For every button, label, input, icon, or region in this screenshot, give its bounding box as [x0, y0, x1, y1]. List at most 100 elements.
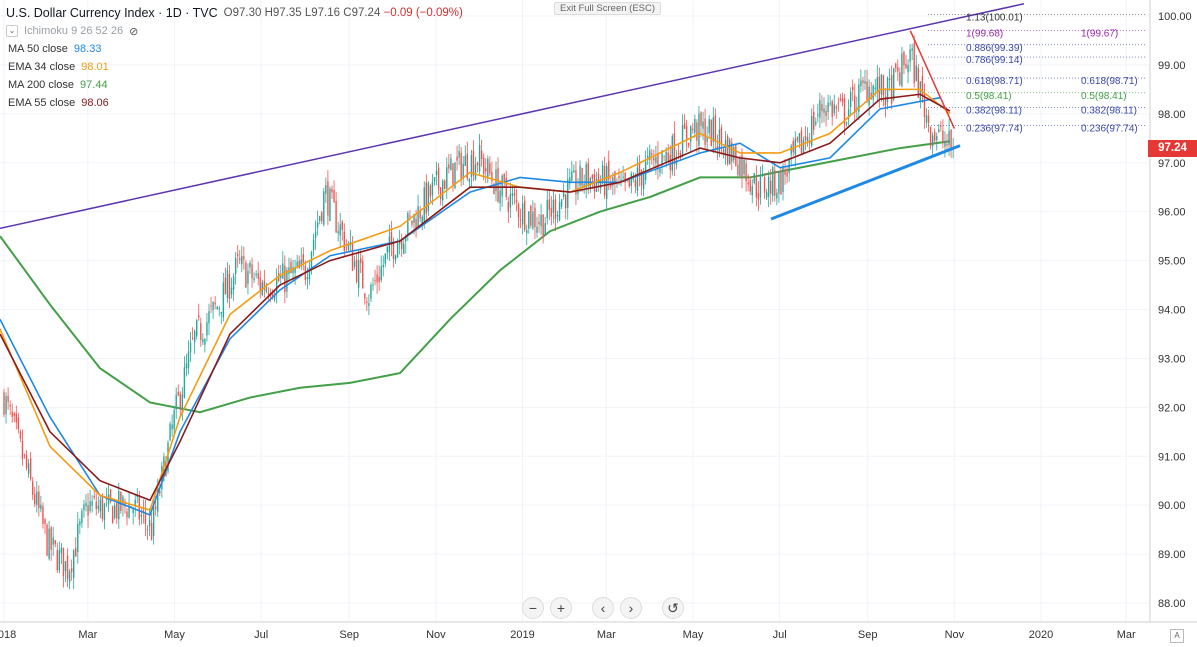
indicator-ma50[interactable]: MA 50 close 98.33: [6, 40, 463, 58]
candle-body: [888, 78, 891, 81]
candle-body: [99, 499, 102, 512]
candle-body: [403, 243, 405, 254]
candle-body: [454, 162, 456, 189]
candle-body: [778, 171, 780, 194]
candle-body: [308, 267, 311, 280]
symbol-header: U.S. Dollar Currency Index · 1D · TVC O9…: [6, 4, 463, 22]
candle-body: [21, 440, 24, 459]
candle-body: [40, 504, 42, 510]
indicator-ma200[interactable]: MA 200 close 97.44: [6, 76, 463, 94]
candle-body: [739, 157, 741, 177]
candle-body: [612, 177, 614, 186]
indicator-ema34[interactable]: EMA 34 close 98.01: [6, 58, 463, 76]
candle-body: [179, 393, 181, 410]
candle-body: [899, 72, 901, 85]
candle-body: [567, 179, 569, 208]
candle-body: [704, 118, 706, 146]
fib-level-label: 0.382(98.11): [966, 105, 1022, 116]
candle-body: [880, 74, 883, 95]
candle-body: [284, 265, 286, 293]
candle-body: [856, 107, 858, 109]
candle-body: [360, 258, 362, 263]
candle-body: [806, 137, 809, 143]
fib-level-label: 0.236(97.74): [966, 124, 1023, 135]
scroll-back-button[interactable]: ‹: [592, 597, 614, 619]
candle-body: [208, 311, 210, 324]
candle-body: [396, 243, 399, 258]
candle-body: [64, 561, 67, 572]
price-tick-label: 90.00: [1158, 500, 1186, 512]
candle-body: [552, 199, 555, 213]
candle-body: [667, 152, 669, 161]
zoom-in-button[interactable]: +: [550, 597, 572, 619]
candle-body: [671, 136, 673, 172]
chart-legend: U.S. Dollar Currency Index · 1D · TVC O9…: [6, 4, 463, 112]
candle-body: [573, 170, 575, 173]
trendlines: [0, 3, 1025, 230]
candle-body: [427, 182, 430, 212]
candle-body: [196, 319, 198, 337]
candle-body: [181, 394, 184, 414]
candle-body: [511, 193, 514, 196]
indicator-ichimoku[interactable]: ⌄ Ichimoku 9 26 52 26 ⊘: [6, 22, 463, 40]
candle-body: [142, 509, 145, 512]
candle-body: [216, 306, 218, 309]
candle-body: [169, 423, 171, 441]
hidden-eye-icon[interactable]: ⊘: [129, 25, 139, 38]
candle-body: [70, 568, 73, 573]
candle-body: [538, 221, 540, 225]
time-tick-label: 2020: [1029, 629, 1053, 641]
chevron-down-icon[interactable]: ⌄: [6, 25, 18, 37]
candle-body: [173, 410, 175, 430]
candle-body: [60, 547, 63, 554]
zoom-out-button[interactable]: −: [522, 597, 544, 619]
price-tick-label: 95.00: [1158, 256, 1186, 268]
scroll-forward-button[interactable]: ›: [620, 597, 642, 619]
candle-body: [124, 501, 126, 507]
candle-body: [52, 537, 54, 545]
candle-body: [368, 303, 370, 307]
candle-body: [458, 150, 460, 158]
candle-body: [702, 121, 704, 129]
auto-scale-button[interactable]: A: [1170, 629, 1184, 643]
candle-body: [409, 215, 411, 217]
reset-chart-button[interactable]: ↺: [662, 597, 684, 619]
candle-body: [763, 177, 766, 193]
candle-body: [931, 135, 934, 147]
candle-body: [333, 189, 335, 203]
candle-body: [296, 261, 298, 267]
candle-body: [136, 495, 138, 497]
grid-lines: [0, 0, 1150, 622]
symbol-title[interactable]: U.S. Dollar Currency Index · 1D · TVC: [6, 6, 218, 20]
time-axis[interactable]: 2018 Mar May Jul Sep Nov 2019 Mar May Jul Sep Nov 20…: [0, 621, 1197, 641]
candle-body: [448, 164, 450, 169]
indicator-ema55[interactable]: EMA 55 close 98.06: [6, 94, 463, 112]
candle-body: [526, 230, 528, 234]
candle-body: [452, 163, 454, 185]
indicator-value: 97.44: [80, 79, 108, 91]
candle-body: [821, 103, 823, 112]
candle-body: [392, 241, 395, 260]
price-tick-label: 98.00: [1158, 109, 1186, 121]
candle-body: [669, 155, 671, 170]
candle-body: [655, 156, 657, 164]
candle-body: [251, 264, 253, 279]
candle-body: [909, 49, 911, 62]
candle-body: [415, 218, 417, 230]
candle-body: [75, 548, 77, 557]
candle-body: [870, 92, 872, 100]
candle-body: [159, 490, 161, 494]
candle-body: [845, 122, 848, 124]
price-axis[interactable]: 100.00 99.00 98.00 97.00 96.00 95.00 94.00 93.0…: [1149, 0, 1192, 622]
exit-fullscreen-button[interactable]: Exit Full Screen (ESC): [554, 2, 662, 15]
candle-body: [710, 120, 712, 147]
candle-body: [542, 214, 544, 238]
price-tick-label: 91.00: [1158, 451, 1186, 463]
candle-body: [558, 202, 561, 221]
candle-body: [599, 180, 602, 189]
candle-body: [355, 259, 358, 283]
candle-body: [407, 212, 409, 236]
candle-body: [753, 173, 755, 184]
candle-body: [796, 137, 799, 141]
